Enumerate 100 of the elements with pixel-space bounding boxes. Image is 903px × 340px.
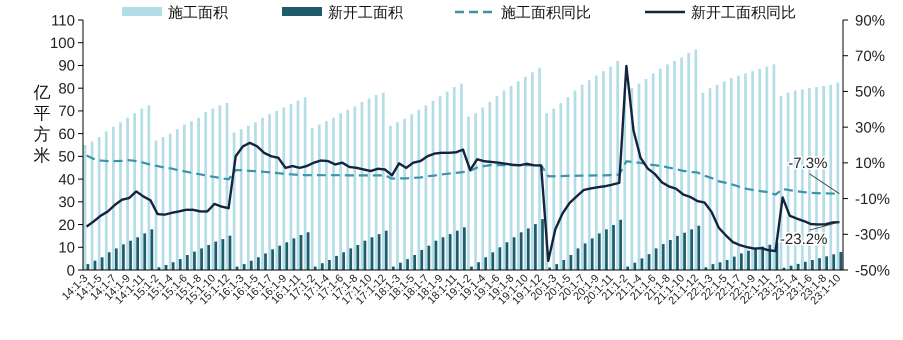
bar — [534, 224, 537, 270]
bar — [183, 124, 186, 270]
bar — [271, 249, 274, 270]
bar — [254, 122, 257, 270]
bar — [680, 58, 683, 270]
bar — [222, 239, 224, 270]
bar — [751, 71, 754, 270]
bar — [264, 253, 267, 270]
bar — [744, 73, 747, 270]
bar — [754, 248, 757, 270]
y-tick-label: 0 — [66, 262, 75, 280]
bar — [747, 250, 750, 270]
bar — [683, 232, 686, 270]
bar — [452, 87, 456, 270]
y2-tick-label: 90% — [855, 12, 886, 30]
bar — [470, 266, 473, 270]
bar — [697, 226, 700, 270]
bar — [164, 265, 168, 270]
y-axis-title: 亿平方米 — [32, 83, 50, 165]
bar — [84, 145, 86, 270]
y2-tick-label: 50% — [855, 84, 886, 101]
y2-tick-label: -30% — [855, 226, 890, 244]
y-tick-label: 70 — [58, 103, 75, 120]
bar — [467, 116, 470, 270]
bar — [702, 92, 704, 270]
y2-tick-label: 30% — [855, 119, 886, 136]
bar — [226, 102, 228, 270]
bar — [506, 242, 508, 270]
bar — [605, 229, 608, 270]
bar — [378, 234, 381, 270]
bar — [335, 256, 338, 270]
bar — [290, 104, 292, 270]
bar — [200, 248, 203, 270]
bar — [526, 228, 530, 270]
bar — [825, 256, 828, 270]
bar — [718, 262, 722, 270]
bar — [474, 113, 477, 270]
bar — [673, 60, 676, 270]
bar — [292, 238, 296, 270]
bar — [384, 230, 388, 270]
bar — [538, 68, 541, 270]
bar — [584, 243, 586, 270]
bar — [638, 84, 640, 270]
bar — [190, 121, 193, 270]
bar — [772, 64, 776, 270]
bar — [396, 122, 399, 270]
bar — [368, 98, 370, 270]
y-tick-label: 60 — [58, 126, 75, 143]
bar — [332, 118, 335, 270]
bar — [463, 227, 466, 270]
y-tick-label: 50 — [58, 148, 75, 166]
bar — [300, 235, 302, 270]
bar — [516, 81, 520, 270]
bar — [382, 92, 385, 270]
bar — [716, 84, 718, 270]
bar — [668, 240, 672, 270]
bar — [228, 236, 232, 270]
bar — [619, 220, 622, 270]
bar — [432, 100, 434, 270]
bar — [154, 140, 158, 270]
bar — [460, 84, 463, 270]
bar — [236, 266, 238, 270]
bar — [574, 90, 576, 270]
bar — [162, 137, 164, 270]
bar — [268, 114, 271, 270]
bar — [261, 118, 264, 270]
bar — [306, 232, 310, 270]
bar — [403, 118, 406, 270]
y-tick-label: 100 — [50, 34, 75, 52]
bar — [328, 260, 331, 270]
bar — [662, 244, 665, 270]
bar — [257, 257, 260, 270]
bar — [576, 248, 580, 270]
legend-label: 施工面积 — [168, 4, 228, 22]
bar — [811, 260, 814, 270]
bar — [218, 105, 222, 270]
bar — [598, 233, 601, 270]
legend-label: 新开工面积同比 — [691, 4, 796, 22]
bar — [90, 142, 94, 270]
bar — [438, 96, 442, 270]
bar — [531, 72, 534, 270]
bar — [119, 122, 122, 270]
bar — [640, 258, 644, 270]
legend-label: 施工面积同比 — [501, 4, 591, 22]
bar — [406, 259, 409, 270]
legend-label: 新开工面积 — [328, 4, 403, 22]
bar — [278, 246, 282, 270]
bar — [86, 264, 90, 270]
line-series — [85, 64, 841, 262]
bar — [644, 79, 648, 270]
y2-tick-label: -50% — [855, 262, 890, 280]
bar — [214, 242, 218, 270]
y-tick-label: 90 — [58, 58, 75, 75]
bar — [609, 66, 612, 270]
bar — [496, 96, 498, 270]
bar — [360, 102, 364, 270]
bar — [399, 262, 402, 270]
bar — [296, 100, 300, 270]
bar — [602, 71, 605, 270]
y-tick-label: 110 — [51, 12, 75, 30]
